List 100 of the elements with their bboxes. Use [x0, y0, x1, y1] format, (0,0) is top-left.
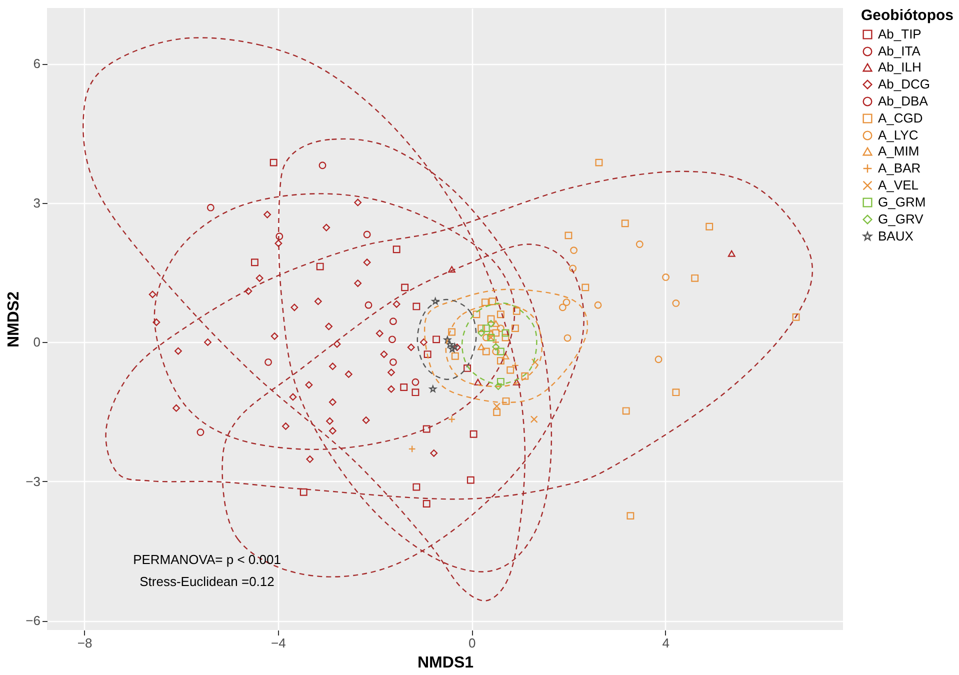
legend-title: Geobiótopos [861, 7, 954, 24]
point [264, 210, 272, 218]
point [388, 385, 395, 393]
annotation: PERMANOVA= p < 0.001 [133, 552, 281, 567]
point [662, 274, 670, 281]
point [564, 334, 572, 342]
point [558, 304, 566, 312]
point [429, 385, 436, 392]
point [328, 362, 336, 370]
point [376, 330, 384, 338]
point [422, 500, 430, 508]
y-tick-label: −6 [26, 613, 40, 628]
point [706, 222, 714, 230]
point [328, 398, 336, 406]
legend-label: A_LYC [878, 128, 918, 142]
legend-label: A_BAR [878, 160, 921, 176]
point [364, 301, 372, 309]
x-axis-title: NMDS1 [417, 654, 474, 672]
point [363, 230, 371, 238]
point [792, 313, 800, 321]
point [389, 318, 397, 326]
point [496, 324, 504, 332]
point [470, 430, 478, 438]
point [251, 258, 258, 266]
point [493, 408, 501, 416]
point [487, 330, 495, 336]
point [478, 324, 486, 332]
legend-label: Ab_DCG [878, 76, 930, 92]
legend-label: Ab_ILH [878, 60, 922, 74]
point [326, 417, 334, 425]
point [496, 348, 504, 356]
point [570, 246, 578, 254]
point [636, 240, 644, 248]
point [388, 368, 395, 376]
point [502, 334, 510, 342]
point [582, 284, 590, 292]
point [274, 240, 282, 248]
point [478, 344, 486, 350]
point [412, 302, 420, 310]
point [492, 329, 500, 337]
point [496, 310, 504, 318]
point [464, 364, 471, 372]
point [654, 356, 662, 364]
point [389, 358, 397, 366]
point [482, 334, 490, 342]
point [328, 427, 336, 435]
point [392, 300, 400, 308]
point [206, 204, 214, 212]
point [488, 298, 496, 306]
point [432, 298, 439, 304]
y-tick-label: 0 [33, 334, 40, 350]
point [354, 280, 362, 287]
point [432, 336, 440, 344]
point [174, 347, 182, 355]
point [595, 158, 603, 166]
point [626, 512, 634, 520]
point [474, 378, 482, 386]
point [300, 488, 308, 496]
point [422, 425, 430, 433]
point [502, 352, 510, 360]
point [152, 318, 160, 326]
y-tick-label: −3 [26, 474, 40, 489]
point [482, 324, 490, 332]
point [446, 340, 454, 348]
point [451, 343, 458, 350]
point [492, 343, 500, 351]
legend-label: Ab_TIP [878, 26, 922, 42]
point [502, 397, 510, 405]
y-tick-label: 3 [33, 195, 40, 210]
y-tick-label: 6 [33, 56, 40, 72]
x-tick-label: −8 [77, 636, 92, 650]
legend-label: Ab_ITA [878, 44, 921, 58]
point [512, 378, 520, 386]
point [448, 266, 456, 273]
point [430, 449, 438, 457]
point [594, 301, 602, 309]
point [172, 404, 180, 412]
point [564, 232, 572, 240]
x-tick-label: 0 [468, 636, 476, 650]
point [148, 290, 156, 298]
point [388, 336, 396, 344]
point [270, 332, 278, 340]
point [316, 262, 324, 270]
y-axis-title: NMDS2 [6, 291, 23, 348]
legend-label: A_MIM [878, 144, 920, 158]
point [622, 407, 630, 415]
point [451, 352, 459, 360]
point [492, 320, 500, 327]
point [344, 370, 352, 378]
point [289, 393, 297, 401]
point [264, 358, 272, 366]
point [672, 388, 680, 396]
point [481, 298, 489, 306]
point [354, 198, 362, 206]
point [478, 329, 486, 337]
point [511, 324, 519, 332]
point [448, 328, 456, 336]
point [412, 388, 420, 396]
legend-label: Ab_DBA [878, 94, 928, 108]
point [400, 384, 408, 391]
